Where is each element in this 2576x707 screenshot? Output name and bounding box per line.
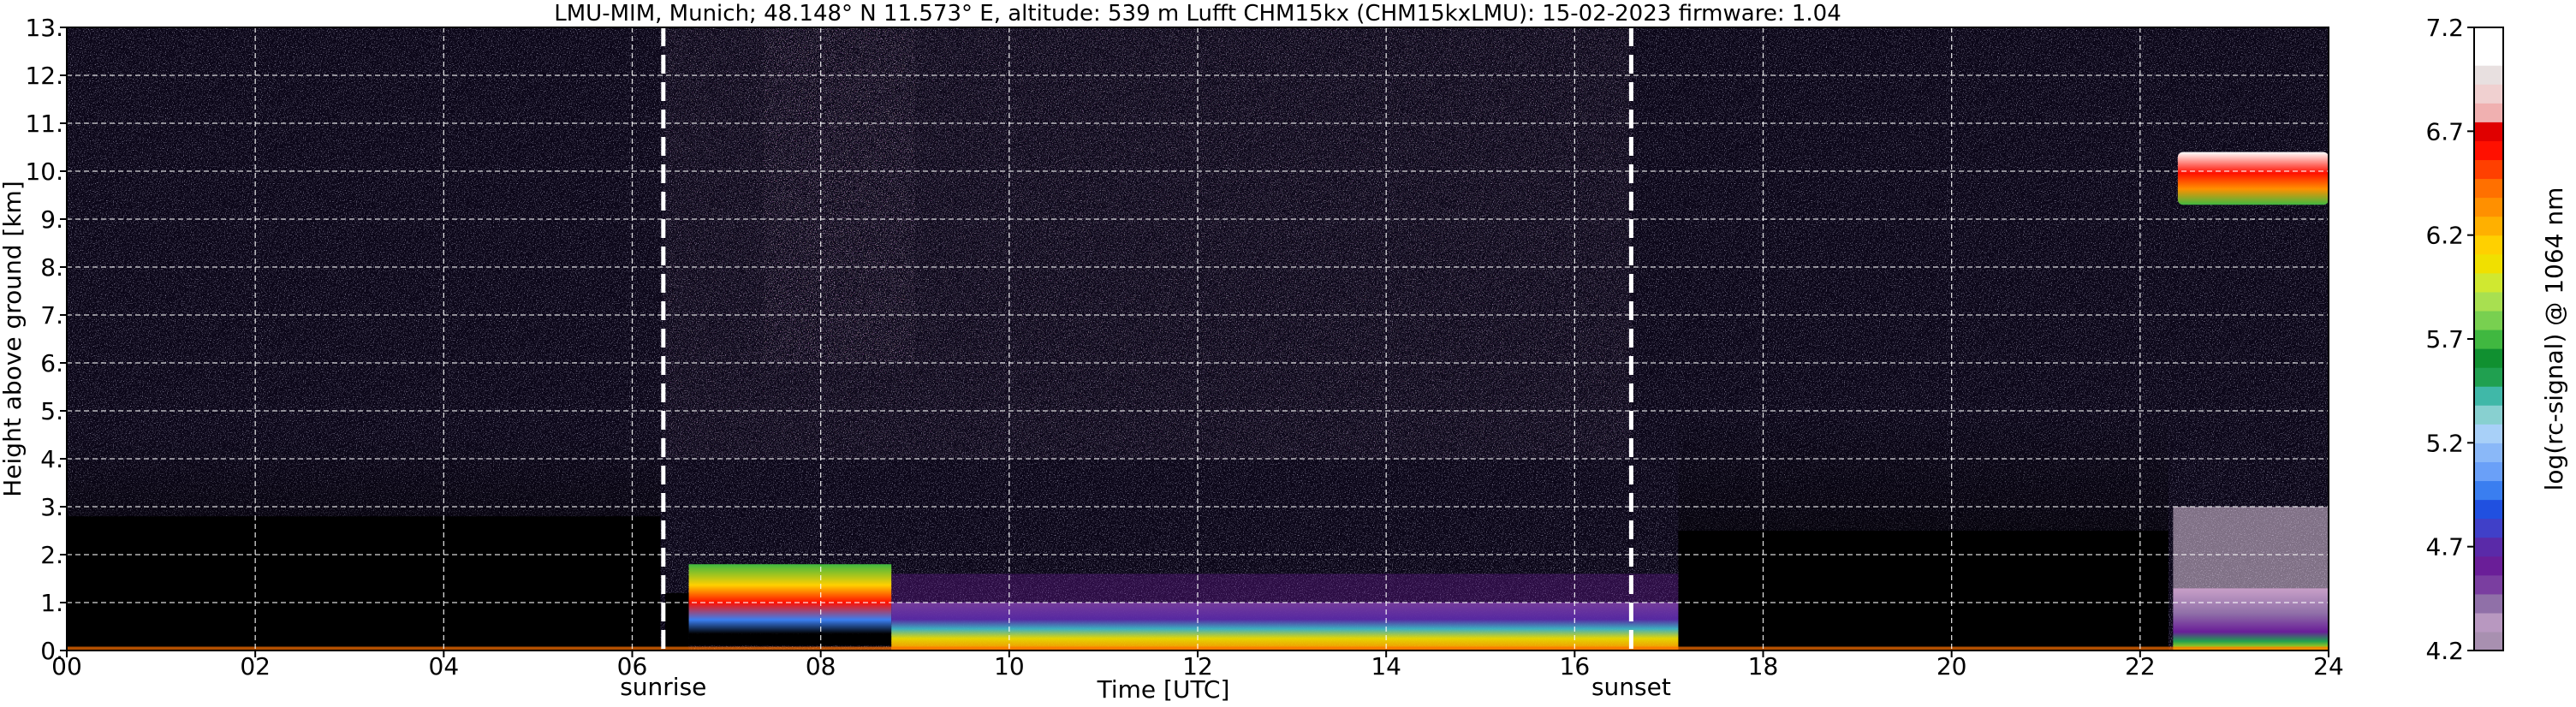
colorbar-segment (2474, 593, 2503, 614)
x-tick-label: 00 (51, 652, 82, 680)
grid (67, 27, 2329, 651)
cirrus-cloud (2177, 152, 2329, 205)
x-tick-label: 16 (1560, 652, 1591, 680)
colorbar-tick-label: 6.7 (2425, 117, 2464, 146)
y-tick-label: 13. (25, 14, 63, 42)
colorbar-segment (2474, 518, 2503, 538)
x-tick-label: 08 (806, 652, 836, 680)
x-tick-label: 02 (240, 652, 271, 680)
colorbar-segment (2474, 216, 2503, 236)
axes: 00 02 04 06 08 10 12 14 16 18 20 22 24 0. 1. 2. 3. 4. 5. 6.… (25, 14, 2343, 680)
colorbar-segment (2474, 272, 2503, 293)
colorbar-segment (2474, 310, 2503, 330)
colorbar-segment (2474, 405, 2503, 425)
y-tick-label: 7. (40, 301, 63, 330)
colorbar-segment (2474, 612, 2503, 633)
colorbar-segment (2474, 140, 2503, 161)
y-tick-label: 10. (25, 157, 63, 186)
colorbar-segment (2474, 122, 2503, 141)
colorbar-segment (2474, 631, 2503, 651)
y-tick-label: 9. (40, 205, 63, 234)
night-black-left (67, 516, 661, 651)
colorbar-segment (2474, 197, 2503, 217)
colorbar-segment (2474, 253, 2503, 274)
colorbar-segment (2474, 367, 2503, 387)
colorbar-segment (2474, 348, 2503, 368)
morning-aerosol-layer (688, 564, 892, 634)
colorbar-tick-label: 4.7 (2425, 533, 2464, 561)
colorbar-segment (2474, 556, 2503, 576)
x-tick-label: 12 (1182, 652, 1213, 680)
x-tick-label: 10 (994, 652, 1025, 680)
y-tick-label: 0. (40, 637, 63, 665)
y-tick-label: 11. (25, 110, 63, 138)
colorbar-segment (2474, 386, 2503, 406)
colorbar-segment (2474, 103, 2503, 122)
y-tick-label: 2. (40, 541, 63, 569)
dark-gap (665, 592, 689, 651)
colorbar-segment (2474, 291, 2503, 312)
colorbar-tick-label: 4.2 (2425, 637, 2464, 665)
y-axis-label: Height above ground [km] (0, 181, 27, 497)
night-black-mid (1678, 531, 2168, 651)
y-tick-label: 4. (40, 445, 63, 473)
colorbar-segment (2474, 480, 2503, 501)
y-tick-label: 6. (40, 349, 63, 377)
colorbar-segment (2474, 159, 2503, 180)
colorbar-segment (2474, 443, 2503, 462)
colorbar-segment (2474, 499, 2503, 520)
colorbar-segment (2474, 424, 2503, 443)
chart-title: LMU-MIM, Munich; 48.148° N 11.573° E, al… (554, 1, 1841, 27)
boundary-layer-top (891, 573, 1679, 603)
night-residual-layer (2173, 588, 2329, 651)
x-tick-label: 04 (429, 652, 460, 680)
y-tick-label: 1. (40, 589, 63, 617)
colorbar-tick-label: 5.2 (2425, 429, 2464, 457)
x-tick-label: 18 (1748, 652, 1779, 680)
colorbar-segment (2474, 65, 2503, 85)
event-label-sunset: sunset (1591, 673, 1671, 701)
x-tick-label: 14 (1371, 652, 1401, 680)
solar-noise-band (764, 27, 915, 363)
colorbar: 4.2 4.7 5.2 5.7 6.2 6.7 7.2 (2425, 14, 2504, 665)
y-tick-label: 5. (40, 397, 63, 425)
night-haze (2173, 507, 2329, 589)
colorbar-segment (2474, 537, 2503, 557)
event-label-sunrise: sunrise (620, 673, 706, 701)
y-tick-label: 3. (40, 493, 63, 521)
colorbar-tick-label: 7.2 (2425, 14, 2464, 42)
x-tick-label: 06 (617, 652, 648, 680)
colorbar-tick-label: 6.2 (2425, 222, 2464, 250)
colorbar-segment (2474, 461, 2503, 482)
x-tick-label: 20 (1936, 652, 1967, 680)
colorbar-segment (2474, 84, 2503, 104)
colorbar-segment (2474, 235, 2503, 255)
x-tick-label: 22 (2125, 652, 2156, 680)
colorbar-segment (2474, 27, 2503, 47)
colorbar-segment (2474, 329, 2503, 349)
colorbar-segment (2474, 574, 2503, 595)
colorbar-tick-label: 5.7 (2425, 325, 2464, 354)
colorbar-segment (2474, 178, 2503, 199)
morning-gap (688, 633, 892, 646)
y-tick-label: 8. (40, 253, 63, 282)
y-tick-label: 12. (25, 62, 63, 90)
x-axis-label: Time [UTC] (1097, 675, 1230, 704)
event-lines: sunrise sunset (620, 27, 1671, 701)
boundary-layer (891, 603, 1679, 651)
x-tick-label: 24 (2313, 652, 2344, 680)
colorbar-segment (2474, 46, 2503, 66)
colorbar-label: log(rc-signal) @ 1064 nm (2540, 187, 2568, 491)
